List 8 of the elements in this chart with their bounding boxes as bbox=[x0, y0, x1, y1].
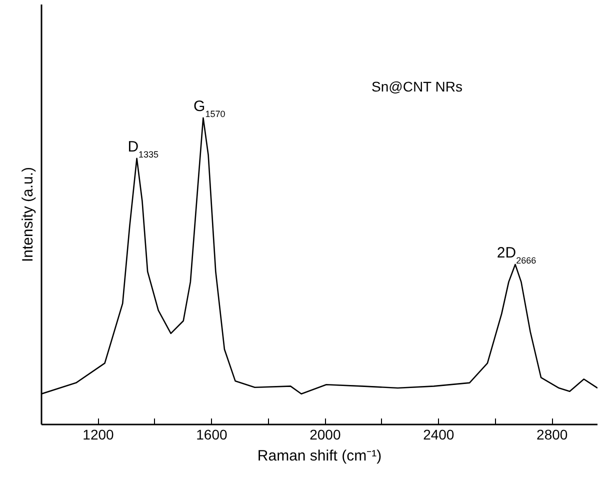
text: Sn@CNT NRs bbox=[372, 78, 462, 94]
x-tick-label: 2800 bbox=[536, 426, 568, 442]
x-tick-label: 2000 bbox=[310, 426, 341, 442]
x-tick-label: 2400 bbox=[423, 426, 454, 442]
x-tick-label: 1600 bbox=[196, 426, 228, 442]
y-axis-title: Intensity (a.u.) bbox=[20, 166, 36, 262]
x-axis-title: Raman shift (cm⁻¹) bbox=[257, 448, 382, 464]
x-tick-label: 1200 bbox=[82, 426, 114, 442]
